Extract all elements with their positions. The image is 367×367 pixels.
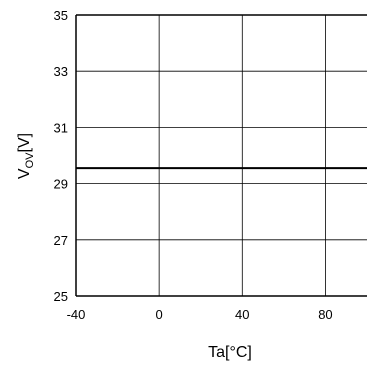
- y-tick-label: 35: [54, 8, 68, 23]
- x-tick-label: 0: [156, 307, 163, 322]
- y-tick-label: 29: [54, 177, 68, 192]
- y-axis-label-sub: OV: [24, 152, 36, 169]
- y-tick-label: 33: [54, 64, 68, 79]
- x-tick-label: 40: [235, 307, 249, 322]
- y-tick-labels: 25 27 29 31 33 35: [54, 8, 68, 304]
- grid-lines: [76, 15, 367, 296]
- x-tick-labels: -40 0 40 80: [67, 307, 333, 322]
- y-axis-label-main: V: [16, 168, 33, 179]
- y-tick-label: 31: [54, 120, 68, 135]
- x-tick-label: -40: [67, 307, 86, 322]
- y-tick-label: 25: [54, 289, 68, 304]
- axes: [75, 14, 367, 297]
- x-tick-label: 80: [318, 307, 332, 322]
- x-axis-label: Ta[°C]: [208, 344, 252, 361]
- y-tick-label: 27: [54, 233, 68, 248]
- y-axis-label-unit: [V]: [16, 133, 33, 153]
- y-axis-label: VOV[V]: [16, 133, 36, 179]
